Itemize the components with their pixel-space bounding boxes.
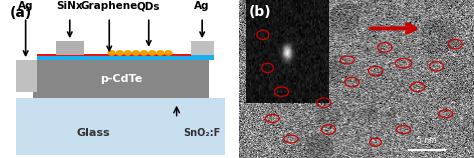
Circle shape: [116, 50, 124, 56]
Circle shape: [148, 50, 156, 56]
Text: Graphene: Graphene: [81, 1, 138, 11]
Text: SiNx: SiNx: [56, 1, 83, 11]
Bar: [191, 41, 214, 60]
Text: Ag: Ag: [18, 1, 33, 11]
Text: p-CdTe: p-CdTe: [100, 74, 142, 84]
Bar: [56, 41, 84, 55]
Bar: [37, 54, 191, 56]
Circle shape: [108, 50, 116, 56]
Text: (b): (b): [249, 5, 272, 19]
Circle shape: [124, 50, 132, 56]
Bar: [191, 55, 214, 60]
Bar: [33, 60, 209, 98]
Bar: [16, 60, 37, 92]
Circle shape: [132, 50, 140, 56]
Text: SnO₂:F: SnO₂:F: [183, 128, 221, 138]
Text: QDs: QDs: [137, 1, 161, 11]
Bar: [37, 55, 191, 60]
Text: 5 nm: 5 nm: [417, 136, 437, 145]
Circle shape: [164, 50, 173, 56]
Circle shape: [156, 50, 164, 56]
Bar: [16, 98, 226, 155]
Text: Glass: Glass: [76, 128, 110, 138]
Circle shape: [140, 50, 148, 56]
Text: (a): (a): [9, 6, 32, 20]
Text: Ag: Ag: [194, 1, 210, 11]
